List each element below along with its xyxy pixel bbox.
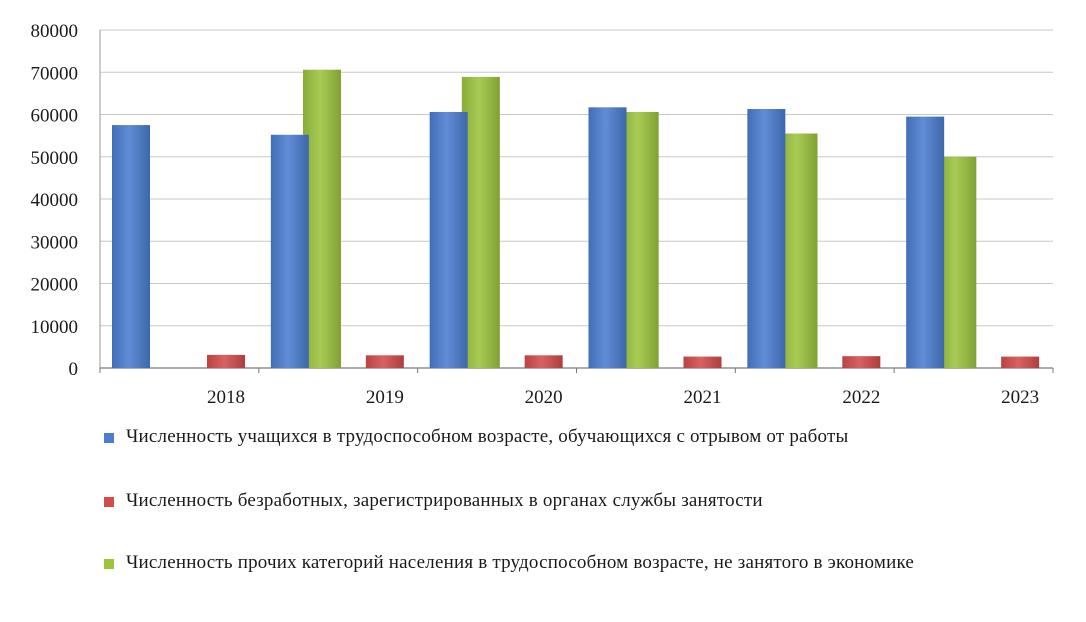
bar-students-2020 bbox=[429, 111, 468, 368]
bar-unemployed-2018 bbox=[207, 354, 245, 368]
x-tick-label: 2021 bbox=[684, 387, 722, 408]
y-tick-label: 20000 bbox=[31, 275, 79, 296]
x-tick-label: 2023 bbox=[1001, 387, 1039, 408]
y-tick-label: 10000 bbox=[31, 317, 79, 338]
bar-other-2021 bbox=[779, 133, 818, 368]
legend-swatch-green bbox=[104, 559, 114, 569]
x-tick-label: 2020 bbox=[525, 387, 563, 408]
bar-other-2018 bbox=[303, 69, 341, 368]
legend-item-unemployed: Численность безработных, зарегистрирован… bbox=[104, 488, 984, 514]
bar-students-2021 bbox=[588, 107, 627, 368]
legend-label-other: Численность прочих категорий населения в… bbox=[126, 552, 915, 573]
x-tick-label: 2018 bbox=[207, 387, 245, 408]
legend-item-other: Численность прочих категорий населения в… bbox=[104, 550, 984, 576]
bar-unemployed-2023 bbox=[1001, 356, 1040, 368]
bar-unemployed-2020 bbox=[524, 355, 563, 368]
y-tick-label: 50000 bbox=[31, 148, 79, 169]
bar-unemployed-2019 bbox=[365, 355, 404, 368]
chart-area: 0 10000 20000 30000 40000 50000 60000 70000 8000… bbox=[31, 21, 1054, 408]
bar-other-2020 bbox=[620, 111, 659, 368]
legend-swatch-blue bbox=[104, 433, 114, 443]
x-tick-label: 2022 bbox=[842, 387, 880, 408]
legend-label-unemployed: Численность безработных, зарегистрирован… bbox=[126, 490, 763, 511]
legend-label-students: Численность учащихся в трудоспособном во… bbox=[126, 426, 849, 447]
bar-unemployed-2022 bbox=[842, 356, 881, 368]
bar-students-2018 bbox=[112, 125, 150, 368]
bar-students-2023 bbox=[906, 116, 945, 368]
y-tick-label: 30000 bbox=[31, 232, 79, 253]
bar-other-2022 bbox=[938, 156, 977, 368]
y-tick-label: 80000 bbox=[31, 21, 79, 42]
bar-students-2019 bbox=[270, 134, 309, 368]
y-tick-label: 0 bbox=[69, 359, 79, 380]
y-tick-label: 70000 bbox=[31, 63, 79, 84]
bar-chart: 0 10000 20000 30000 40000 50000 60000 70000 8000… bbox=[31, 21, 1054, 408]
y-tick-label: 40000 bbox=[31, 190, 79, 211]
legend-swatch-red bbox=[104, 497, 114, 507]
bar-other-2019 bbox=[461, 76, 500, 369]
bar-unemployed-2021 bbox=[683, 356, 722, 368]
x-tick-label: 2019 bbox=[366, 387, 404, 408]
legend-item-students: Численность учащихся в трудоспособном во… bbox=[104, 424, 984, 450]
y-tick-label: 60000 bbox=[31, 106, 79, 127]
bar-students-2022 bbox=[747, 109, 786, 368]
